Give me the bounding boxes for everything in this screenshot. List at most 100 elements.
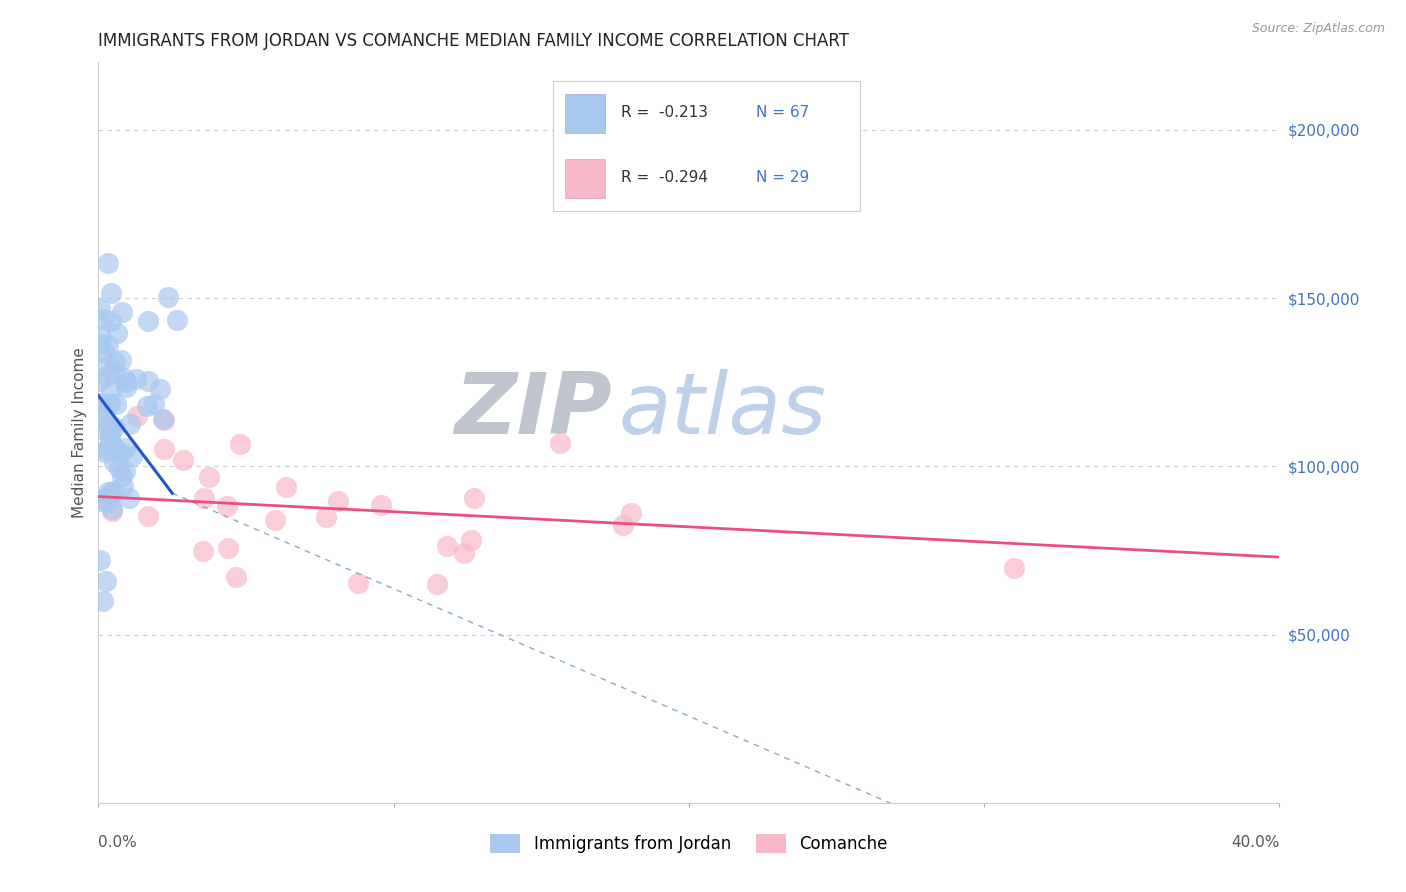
- Point: [89, 494, 111, 508]
- Point: [100, 313, 122, 327]
- Point: [125, 371, 148, 385]
- Text: ZIP: ZIP: [454, 369, 612, 452]
- Point: [172, 453, 194, 467]
- Point: [103, 365, 125, 379]
- Point: [97, 338, 120, 352]
- Point: [94, 491, 117, 506]
- Point: [98, 428, 121, 442]
- Point: [103, 420, 125, 434]
- Point: [101, 502, 124, 516]
- Point: [1002, 561, 1025, 575]
- Point: [97, 255, 120, 269]
- Point: [97, 484, 120, 499]
- Point: [105, 444, 128, 458]
- Point: [100, 504, 122, 518]
- Point: [101, 437, 124, 451]
- Point: [118, 417, 141, 432]
- Point: [370, 498, 392, 512]
- Point: [115, 380, 138, 394]
- Text: Source: ZipAtlas.com: Source: ZipAtlas.com: [1251, 22, 1385, 36]
- Point: [152, 442, 174, 456]
- Point: [98, 396, 121, 410]
- Point: [110, 353, 132, 368]
- Point: [136, 508, 159, 523]
- Point: [101, 485, 124, 500]
- Point: [93, 423, 115, 437]
- Point: [96, 369, 118, 384]
- Point: [112, 478, 135, 492]
- Point: [136, 400, 159, 414]
- Point: [215, 499, 238, 513]
- Point: [98, 488, 121, 502]
- Point: [426, 577, 449, 591]
- Point: [100, 425, 122, 439]
- Point: [108, 461, 131, 475]
- Point: [193, 543, 215, 558]
- Point: [463, 491, 485, 505]
- Point: [142, 397, 165, 411]
- Point: [89, 337, 111, 351]
- Text: 0.0%: 0.0%: [98, 835, 138, 850]
- Point: [91, 359, 114, 373]
- Point: [101, 483, 124, 498]
- Text: 40.0%: 40.0%: [1232, 835, 1279, 850]
- Point: [149, 383, 172, 397]
- Point: [103, 440, 125, 454]
- Point: [94, 346, 117, 360]
- Point: [153, 413, 176, 427]
- Point: [114, 442, 136, 456]
- Point: [89, 374, 111, 388]
- Text: atlas: atlas: [619, 369, 827, 452]
- Point: [94, 445, 117, 459]
- Point: [612, 518, 634, 533]
- Point: [105, 326, 128, 340]
- Point: [453, 546, 475, 560]
- Point: [620, 506, 643, 520]
- Point: [115, 375, 138, 389]
- Point: [97, 495, 120, 509]
- Point: [110, 445, 132, 459]
- Point: [156, 290, 179, 304]
- Point: [96, 574, 118, 588]
- Point: [98, 437, 121, 451]
- Point: [229, 437, 252, 451]
- Point: [114, 464, 136, 478]
- Point: [112, 371, 135, 385]
- Point: [548, 435, 571, 450]
- Point: [225, 570, 247, 584]
- Point: [152, 412, 174, 426]
- Point: [326, 494, 349, 508]
- Point: [93, 409, 115, 423]
- Point: [89, 396, 111, 410]
- Legend: Immigrants from Jordan, Comanche: Immigrants from Jordan, Comanche: [482, 825, 896, 861]
- Point: [436, 539, 458, 553]
- Point: [136, 374, 159, 388]
- Point: [93, 594, 115, 608]
- Point: [315, 510, 337, 524]
- Point: [94, 442, 117, 456]
- Point: [198, 470, 221, 484]
- Point: [103, 455, 125, 469]
- Point: [90, 402, 112, 417]
- Point: [100, 384, 122, 399]
- Point: [136, 314, 159, 328]
- Point: [104, 397, 127, 411]
- Point: [100, 285, 122, 300]
- Point: [98, 441, 121, 455]
- Point: [104, 354, 127, 368]
- Point: [217, 541, 239, 555]
- Point: [118, 491, 141, 505]
- Point: [111, 305, 134, 319]
- Point: [276, 480, 298, 494]
- Point: [98, 417, 121, 432]
- Point: [346, 576, 368, 591]
- Point: [166, 313, 188, 327]
- Point: [91, 312, 114, 326]
- Point: [121, 449, 143, 463]
- Point: [264, 513, 287, 527]
- Point: [89, 553, 111, 567]
- Point: [89, 302, 111, 317]
- Text: IMMIGRANTS FROM JORDAN VS COMANCHE MEDIAN FAMILY INCOME CORRELATION CHART: IMMIGRANTS FROM JORDAN VS COMANCHE MEDIA…: [98, 32, 849, 50]
- Y-axis label: Median Family Income: Median Family Income: [72, 347, 87, 518]
- Point: [125, 409, 148, 423]
